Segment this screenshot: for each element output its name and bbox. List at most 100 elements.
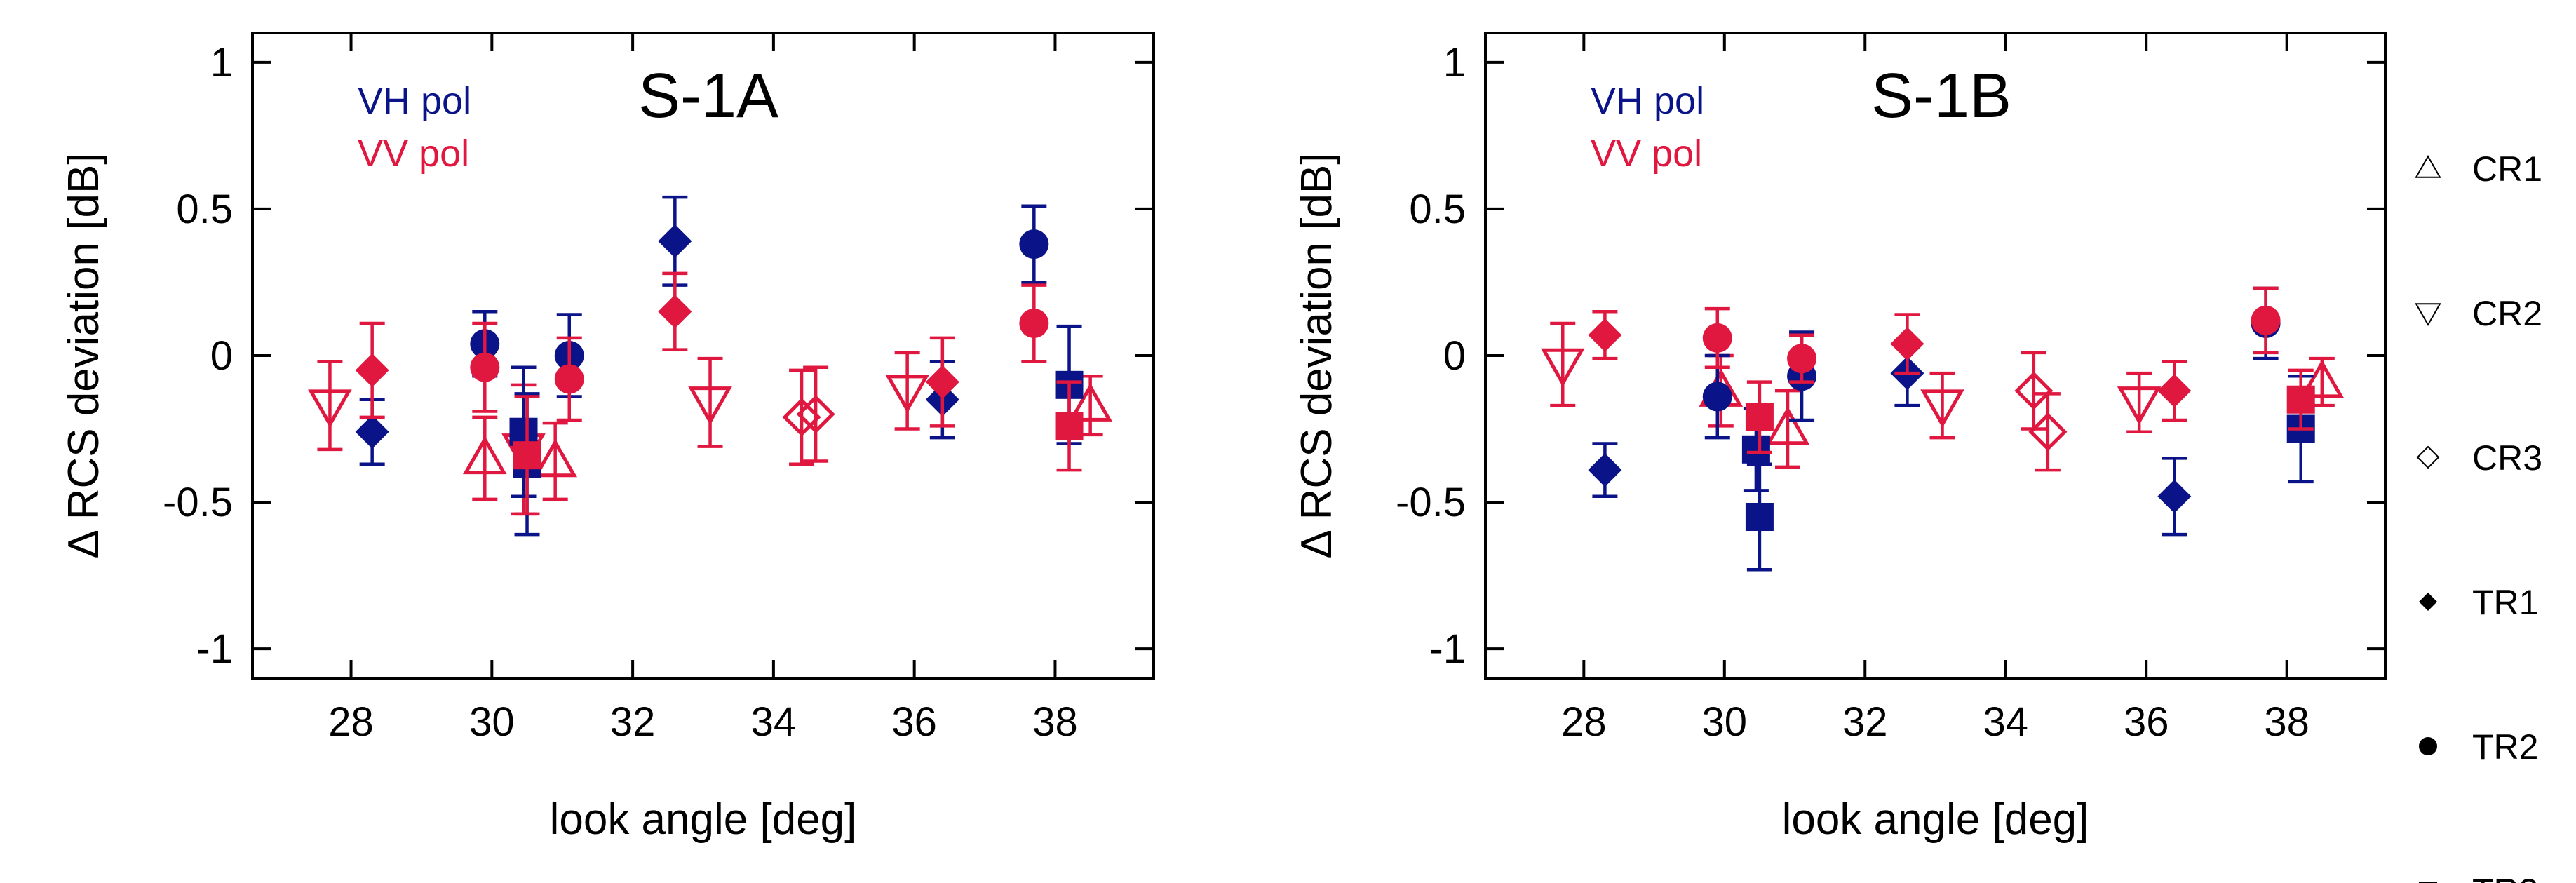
x-axis-label: look angle [deg]	[1782, 795, 2089, 844]
panel-title: S-1A	[638, 61, 778, 131]
data-point-vv-cr2	[1540, 348, 1585, 387]
x-tick-label: 32	[610, 699, 656, 745]
legend-marker-tr1	[2419, 593, 2437, 611]
data-point-vv-tr2	[1787, 344, 1817, 374]
data-point-vv-tr2	[1019, 309, 1049, 338]
y-tick-label: 0	[1443, 333, 1466, 379]
data-point-vv-cr1	[2300, 359, 2345, 398]
pol-legend-vh: VH pol	[1591, 80, 1704, 122]
data-point-vv-tr2	[1702, 323, 1732, 353]
series-vv-tr2	[1702, 286, 2281, 384]
x-tick-label: 30	[469, 699, 515, 745]
data-point-vv-cr1	[1765, 406, 1810, 445]
x-tick-label: 28	[1561, 699, 1607, 745]
legend-marker-cr2	[2415, 303, 2441, 327]
data-point-vv-tr3	[1055, 412, 1084, 440]
legend-item-cr1: CR1	[2415, 149, 2542, 189]
y-tick-label: 0.5	[176, 187, 233, 232]
series-vh-tr1	[355, 195, 959, 466]
data-point-vh-tr3	[1745, 503, 1774, 531]
error-bar	[2035, 392, 2061, 472]
x-tick-label: 36	[891, 699, 937, 745]
error-bar	[803, 365, 829, 463]
data-point-vv-tr1	[925, 365, 959, 399]
y-tick-label: 0	[210, 333, 233, 379]
data-point-vv-tr2	[470, 352, 500, 382]
data-point-vv-tr1	[1890, 327, 1924, 361]
error-bar	[697, 356, 723, 448]
data-point-vh-tr3	[509, 417, 538, 446]
data-point-vv-cr3	[2014, 371, 2054, 410]
data-point-vv-cr1	[462, 436, 507, 475]
series-vv-tr2	[470, 283, 1049, 422]
data-point-vv-tr1	[1588, 318, 1622, 352]
error-bar	[542, 421, 568, 501]
chart-s1a: -1 -0.5 0 0.5 1 28 30 32 34 36 38 look angle [deg] Δ…	[60, 32, 1155, 844]
legend-marker-tr3	[2419, 882, 2437, 883]
x-tick-label: 32	[1842, 699, 1888, 745]
x-axis-label: look angle [deg]	[550, 795, 857, 844]
legend-item-tr3: TR3	[2419, 872, 2538, 883]
error-bar	[894, 351, 920, 431]
pol-legend-vv: VV pol	[358, 133, 469, 175]
legend-item-cr3: CR3	[2416, 438, 2542, 478]
series-vh-tr2	[470, 204, 1049, 398]
series-vv-cr3	[2014, 351, 2068, 472]
y-tick-label: 0.5	[1409, 187, 1466, 232]
series-vv-cr3	[782, 365, 835, 466]
y-tick-label: -1	[1429, 626, 1466, 672]
x-tick-label: 38	[1032, 699, 1078, 745]
x-tick-label: 34	[751, 699, 797, 745]
data-point-vv-cr2	[688, 386, 732, 425]
data-point-vv-tr3	[1745, 403, 1774, 431]
y-axis-label: Δ RCS deviation [dB]	[1293, 152, 1341, 558]
data-point-vh-tr1	[1588, 453, 1622, 487]
pol-legend-vh: VH pol	[358, 80, 471, 122]
panel-title: S-1B	[1871, 61, 2011, 131]
y-axis: -1 -0.5 0 0.5 1	[1396, 40, 2385, 672]
y-tick-label: 1	[210, 40, 233, 86]
x-tick-label: 36	[2124, 699, 2169, 745]
series-vv-cr2	[308, 351, 929, 516]
data-point-vv-cr3	[796, 395, 835, 434]
y-tick-label: -1	[196, 626, 233, 672]
x-tick-label: 30	[1702, 699, 1748, 745]
data-point-vh-tr3	[1741, 435, 1770, 464]
marker-legend: CR1 CR2 CR3 TR1 TR2 TR3	[2415, 149, 2542, 883]
series-vh-tr1	[1588, 339, 2192, 537]
series-vv-cr1	[462, 375, 1112, 501]
data-point-vh-tr1	[2157, 479, 2192, 513]
data-point-vv-cr1	[1068, 383, 1112, 422]
data-marks	[308, 195, 1112, 537]
legend-item-tr1: TR1	[2419, 583, 2538, 622]
legend-item-tr2: TR2	[2419, 727, 2538, 767]
data-marks	[1540, 286, 2345, 572]
pol-legend-vv: VV pol	[1591, 133, 1702, 175]
data-point-vv-cr2	[1920, 389, 1964, 429]
x-tick-label: 38	[2264, 699, 2309, 745]
data-point-vv-cr3	[2028, 412, 2068, 452]
y-tick-label: 1	[1443, 40, 1466, 86]
legend-label: CR3	[2472, 438, 2542, 478]
error-bar	[1550, 321, 1576, 407]
data-point-vv-tr2	[554, 364, 584, 394]
x-axis: 28 30 32 34 36 38	[328, 33, 1078, 745]
legend-marker-tr2	[2419, 737, 2437, 755]
data-point-vh-tr1	[658, 224, 692, 258]
error-bar	[317, 360, 343, 452]
legend-label: CR1	[2472, 149, 2542, 189]
error-bar	[1775, 389, 1801, 469]
series-vv-tr1	[1588, 310, 2192, 422]
data-point-vv-cr3	[782, 398, 821, 437]
data-point-vv-cr2	[308, 389, 352, 429]
chart-s1b: -1 -0.5 0 0.5 1 28 30 32 34 36 38 look angle [deg] Δ…	[1293, 32, 2387, 844]
x-axis: 28 30 32 34 36 38	[1561, 33, 2309, 745]
x-tick-label: 28	[328, 699, 374, 745]
legend-label: TR3	[2472, 872, 2538, 883]
error-bar	[2021, 351, 2046, 431]
legend-marker-cr3	[2416, 445, 2440, 469]
data-point-vh-tr1	[355, 414, 389, 449]
y-axis: -1 -0.5 0 0.5 1	[163, 40, 1154, 672]
x-tick-label: 34	[1983, 699, 2028, 745]
